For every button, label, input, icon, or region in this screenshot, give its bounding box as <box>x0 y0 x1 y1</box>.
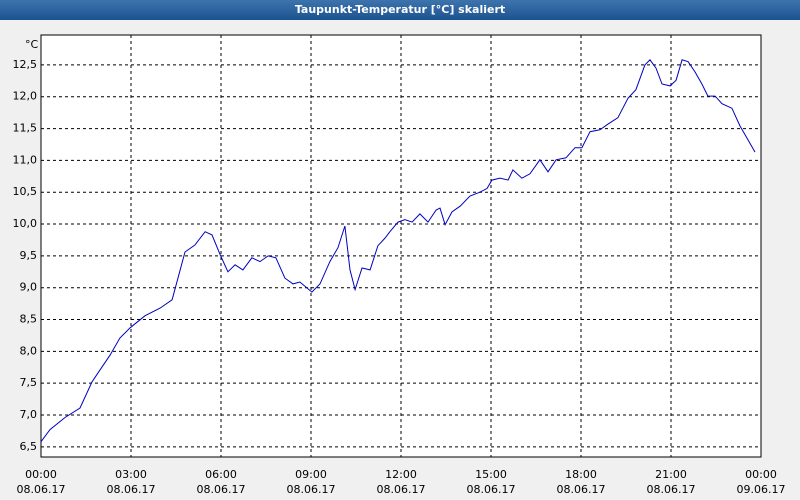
y-tick-label: 9,5 <box>20 249 38 262</box>
x-tick-date: 08.06.17 <box>17 483 66 496</box>
x-tick-date: 09.06.17 <box>737 483 786 496</box>
x-tick-date: 08.06.17 <box>287 483 336 496</box>
y-tick-label: 10,5 <box>13 185 38 198</box>
x-tick-label: 00:00 <box>745 468 777 481</box>
line <box>40 59 756 442</box>
x-tick-label: 18:00 <box>565 468 597 481</box>
y-tick-label: 10,0 <box>13 217 38 230</box>
x-tick-label: 21:00 <box>655 468 687 481</box>
y-tick-label: 12,5 <box>13 58 38 71</box>
x-tick-label: 09:00 <box>295 468 327 481</box>
x-tick-date: 08.06.17 <box>557 483 606 496</box>
x-tick-label: 12:00 <box>385 468 417 481</box>
x-tick-label: 15:00 <box>475 468 507 481</box>
x-tick-label: 00:00 <box>25 468 57 481</box>
y-tick-label: 11,5 <box>13 122 38 135</box>
y-tick-label: 7,5 <box>20 376 38 389</box>
x-tick-date: 08.06.17 <box>647 483 696 496</box>
x-tick-date: 08.06.17 <box>467 483 516 496</box>
title-bar <box>0 0 800 20</box>
x-tick-date: 08.06.17 <box>377 483 426 496</box>
x-tick-label: 03:00 <box>115 468 147 481</box>
y-tick-label: 6,5 <box>20 440 38 453</box>
y-tick-label: 7,0 <box>20 408 38 421</box>
y-tick-label: 8,5 <box>20 313 38 326</box>
y-unit: °C <box>25 38 39 51</box>
y-tick-label: 9,0 <box>20 281 38 294</box>
chart-title: Taupunkt-Temperatur [°C] skaliert <box>295 3 505 16</box>
y-tick-label: 11,0 <box>13 153 38 166</box>
x-tick-date: 08.06.17 <box>197 483 246 496</box>
x-tick-label: 06:00 <box>205 468 237 481</box>
y-tick-label: 8,0 <box>20 344 38 357</box>
x-tick-date: 08.06.17 <box>107 483 156 496</box>
y-tick-label: 12,0 <box>13 90 38 103</box>
